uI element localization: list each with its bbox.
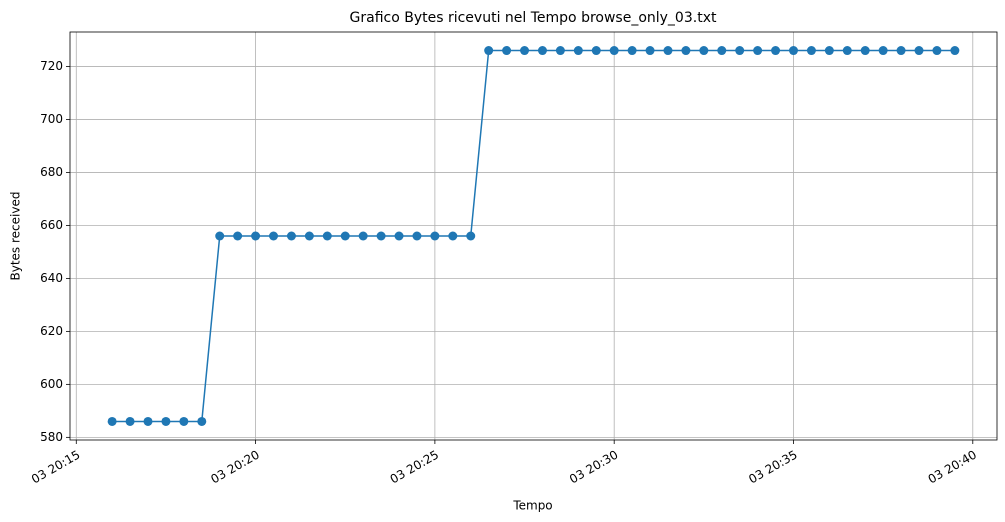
data-point xyxy=(215,231,225,241)
data-point xyxy=(914,46,924,56)
data-point xyxy=(878,46,888,56)
data-point xyxy=(735,46,745,56)
y-tick-label: 600 xyxy=(40,377,63,391)
data-point xyxy=(143,416,153,426)
data-point xyxy=(412,231,422,241)
data-point xyxy=(537,46,547,56)
data-point xyxy=(322,231,332,241)
data-point xyxy=(699,46,709,56)
data-point xyxy=(502,46,512,56)
y-tick-label: 660 xyxy=(40,218,63,232)
data-point xyxy=(430,231,440,241)
data-point xyxy=(376,231,386,241)
data-point xyxy=(717,46,727,56)
data-point xyxy=(269,231,279,241)
data-point xyxy=(197,416,207,426)
data-point xyxy=(286,231,296,241)
data-point xyxy=(627,46,637,56)
x-tick-label: 03 20:35 xyxy=(746,448,799,487)
data-point xyxy=(896,46,906,56)
data-point xyxy=(304,231,314,241)
y-tick-label: 700 xyxy=(40,112,63,126)
data-point xyxy=(520,46,530,56)
data-point xyxy=(842,46,852,56)
data-point xyxy=(591,46,601,56)
data-point xyxy=(555,46,565,56)
data-point xyxy=(358,231,368,241)
x-axis-label: Tempo xyxy=(512,499,552,513)
data-point xyxy=(753,46,763,56)
y-tick-label: 580 xyxy=(40,430,63,444)
x-tick-label: 03 20:40 xyxy=(926,448,979,487)
data-point xyxy=(484,46,494,56)
data-point xyxy=(932,46,942,56)
data-point xyxy=(466,231,476,241)
data-point xyxy=(448,231,458,241)
x-tick-label: 03 20:25 xyxy=(388,448,441,487)
data-point xyxy=(233,231,243,241)
data-point xyxy=(573,46,583,56)
data-point xyxy=(161,416,171,426)
y-tick-label: 620 xyxy=(40,324,63,338)
data-point xyxy=(251,231,261,241)
data-point xyxy=(645,46,655,56)
y-axis-label: Bytes received xyxy=(9,192,23,281)
x-tick-label: 03 20:30 xyxy=(567,448,620,487)
chart-title: Grafico Bytes ricevuti nel Tempo browse_… xyxy=(350,10,717,26)
data-point xyxy=(107,416,117,426)
data-point xyxy=(394,231,404,241)
data-point xyxy=(788,46,798,56)
y-tick-label: 640 xyxy=(40,271,63,285)
y-tick-label: 720 xyxy=(40,59,63,73)
y-tick-label: 680 xyxy=(40,165,63,179)
data-point xyxy=(125,416,135,426)
x-tick-label: 03 20:15 xyxy=(29,448,82,487)
data-point xyxy=(179,416,189,426)
x-tick-label: 03 20:20 xyxy=(208,448,261,487)
data-point xyxy=(950,46,960,56)
data-point xyxy=(806,46,816,56)
data-point xyxy=(860,46,870,56)
data-point xyxy=(663,46,673,56)
data-point xyxy=(609,46,619,56)
plot-frame xyxy=(69,31,998,441)
data-point xyxy=(681,46,691,56)
data-point xyxy=(771,46,781,56)
data-point xyxy=(824,46,834,56)
data-point xyxy=(340,231,350,241)
